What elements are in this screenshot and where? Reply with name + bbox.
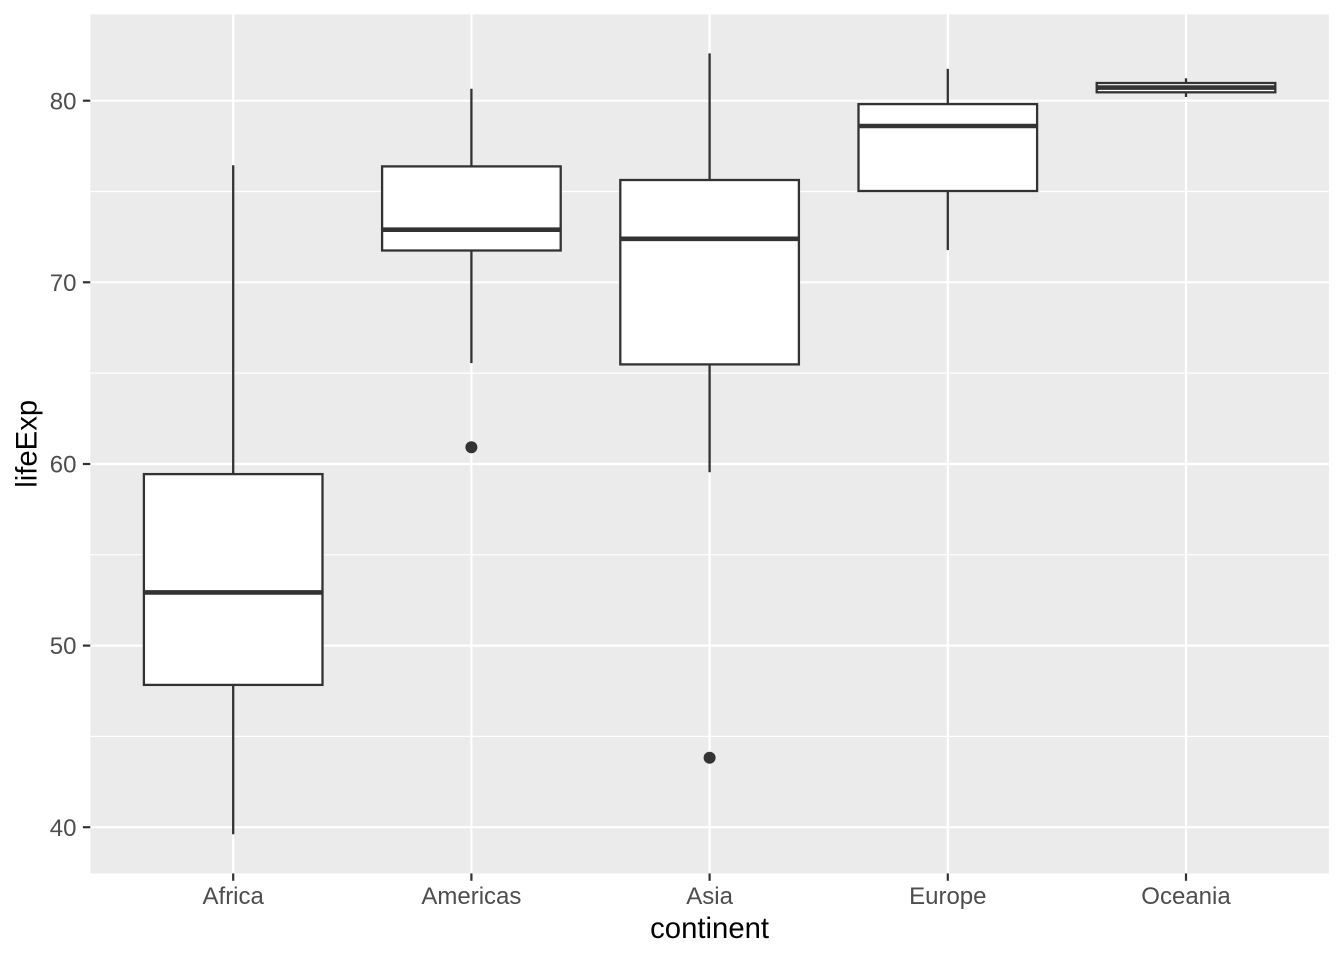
svg-text:40: 40: [50, 815, 77, 842]
svg-text:continent: continent: [650, 912, 769, 945]
svg-text:70: 70: [50, 270, 77, 297]
svg-text:lifeExp: lifeExp: [11, 400, 44, 488]
svg-text:Oceania: Oceania: [1141, 883, 1231, 910]
svg-text:50: 50: [50, 633, 77, 660]
svg-text:60: 60: [50, 452, 77, 479]
svg-text:Asia: Asia: [686, 883, 733, 910]
svg-text:Americas: Americas: [421, 883, 521, 910]
svg-text:Europe: Europe: [909, 883, 986, 910]
svg-text:80: 80: [50, 88, 77, 115]
svg-text:Africa: Africa: [203, 883, 265, 910]
